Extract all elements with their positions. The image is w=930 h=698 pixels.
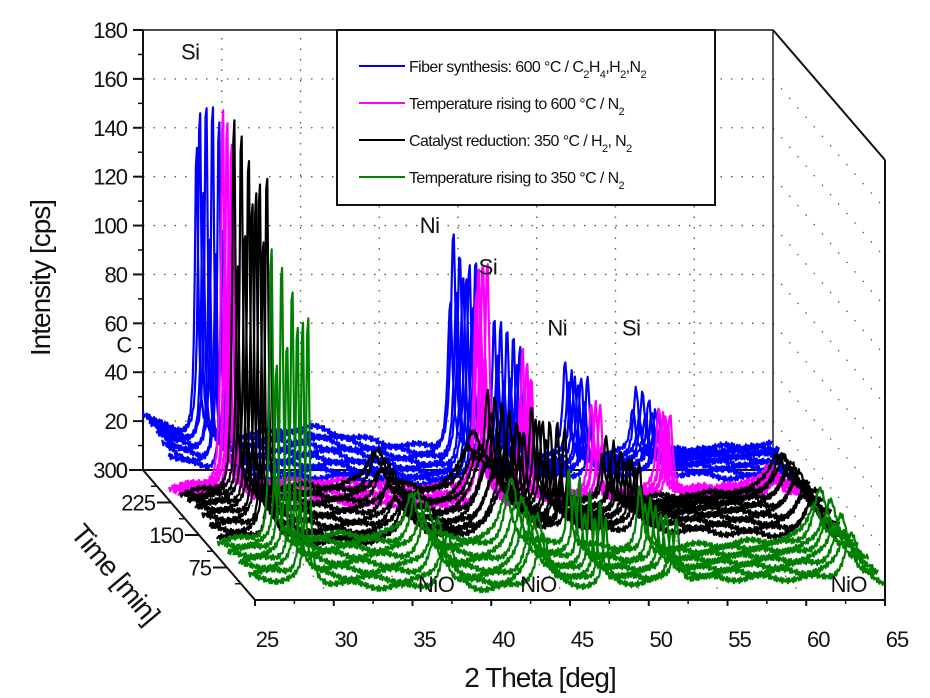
grid-line-side [772,78,886,210]
peak-label-si: Si [479,254,498,279]
grid-line-side [772,225,886,356]
legend-text-part: Fiber synthesis: 600 °C / C [409,59,583,76]
x-tick-label: 30 [335,627,358,652]
y-axis-title: Intensity [cps] [25,200,56,356]
x-tick-label: 55 [728,627,751,652]
legend-text-part: H [589,59,600,76]
peak-label-ni: Ni [420,213,440,238]
x-axis-title: 2 Theta [deg] [464,662,616,693]
peak-label-nio: NiO [831,572,868,597]
y-tick-label: 20 [105,409,128,434]
x-tick-label: 40 [492,627,515,652]
grid-line-side [772,176,886,308]
legend-text-part: ,H [605,59,620,76]
annotations: C Si Ni Si Ni Si NiO NiO NiO [116,39,867,597]
peak-label-ni: Ni [547,316,567,341]
legend: Fiber synthesis: 600 °C / C2H4,H2,N2Temp… [336,29,716,206]
y-tick-label: 0 [116,458,128,483]
y-tick-label: 60 [105,311,128,336]
peak-label-nio: NiO [520,572,557,597]
legend-entry-4: Temperature rising to 350 °C / N2 [409,170,625,192]
x-tick-label: 60 [807,627,830,652]
legend-text-part: , N [607,133,626,150]
legend-box [336,29,716,206]
legend-entry-2: Temperature rising to 600 °C / N2 [409,96,625,118]
ticks: 0 20 40 60 80 100 120 140 160 180 25 30 35 40 45 50 55 60… [93,18,910,652]
y-tick-label: 180 [93,18,127,43]
grid-line-side [772,322,886,454]
grid-line-side [772,274,886,405]
legend-subscript: 2 [619,106,625,118]
legend-subscript: 2 [640,69,646,81]
x-tick-label: 45 [571,627,594,652]
peak-label-si: Si [181,39,200,64]
x-tick-label: 50 [650,627,673,652]
legend-subscript: 4 [600,69,606,81]
legend-subscript: 2 [583,69,589,81]
legend-text-part: Catalyst reduction: 350 °C / H [409,133,602,150]
z-tick-label: 75 [189,556,212,581]
y-tick-label: 160 [93,67,127,92]
x-tick-label: 35 [413,627,436,652]
z-tick-label: 225 [121,491,155,516]
legend-text-part: Temperature rising to 350 °C / N [409,170,619,187]
traces [141,106,885,594]
legend-text-part: Temperature rising to 600 °C / N [409,96,619,113]
z-tick-label: 300 [93,458,127,483]
peak-label-nio: NiO [418,572,455,597]
y-tick-label: 40 [105,360,128,385]
legend-subscript: 2 [619,180,625,192]
legend-subscript: 2 [620,69,626,81]
legend-subscript: 2 [602,143,608,155]
grid-line-side [772,127,886,259]
legend-subscript: 2 [626,143,632,155]
x-tick-label: 25 [256,627,279,652]
y-tick-label: 140 [93,116,127,141]
peak-label-si: Si [622,316,641,341]
z-tick-label: 150 [149,523,183,548]
y-tick-label: 80 [105,262,128,287]
legend-entry-1: Fiber synthesis: 600 °C / C2H4,H2,N2 [409,59,646,81]
legend-text-part: ,N [626,59,641,76]
x-tick-label: 65 [886,627,909,652]
peak-label-c: C [116,333,132,358]
trace-4 [253,317,885,594]
axis-edge [772,29,886,161]
y-tick-label: 120 [93,165,127,190]
legend-entry-3: Catalyst reduction: 350 °C / H2, N2 [409,133,632,155]
y-tick-label: 100 [93,214,127,239]
